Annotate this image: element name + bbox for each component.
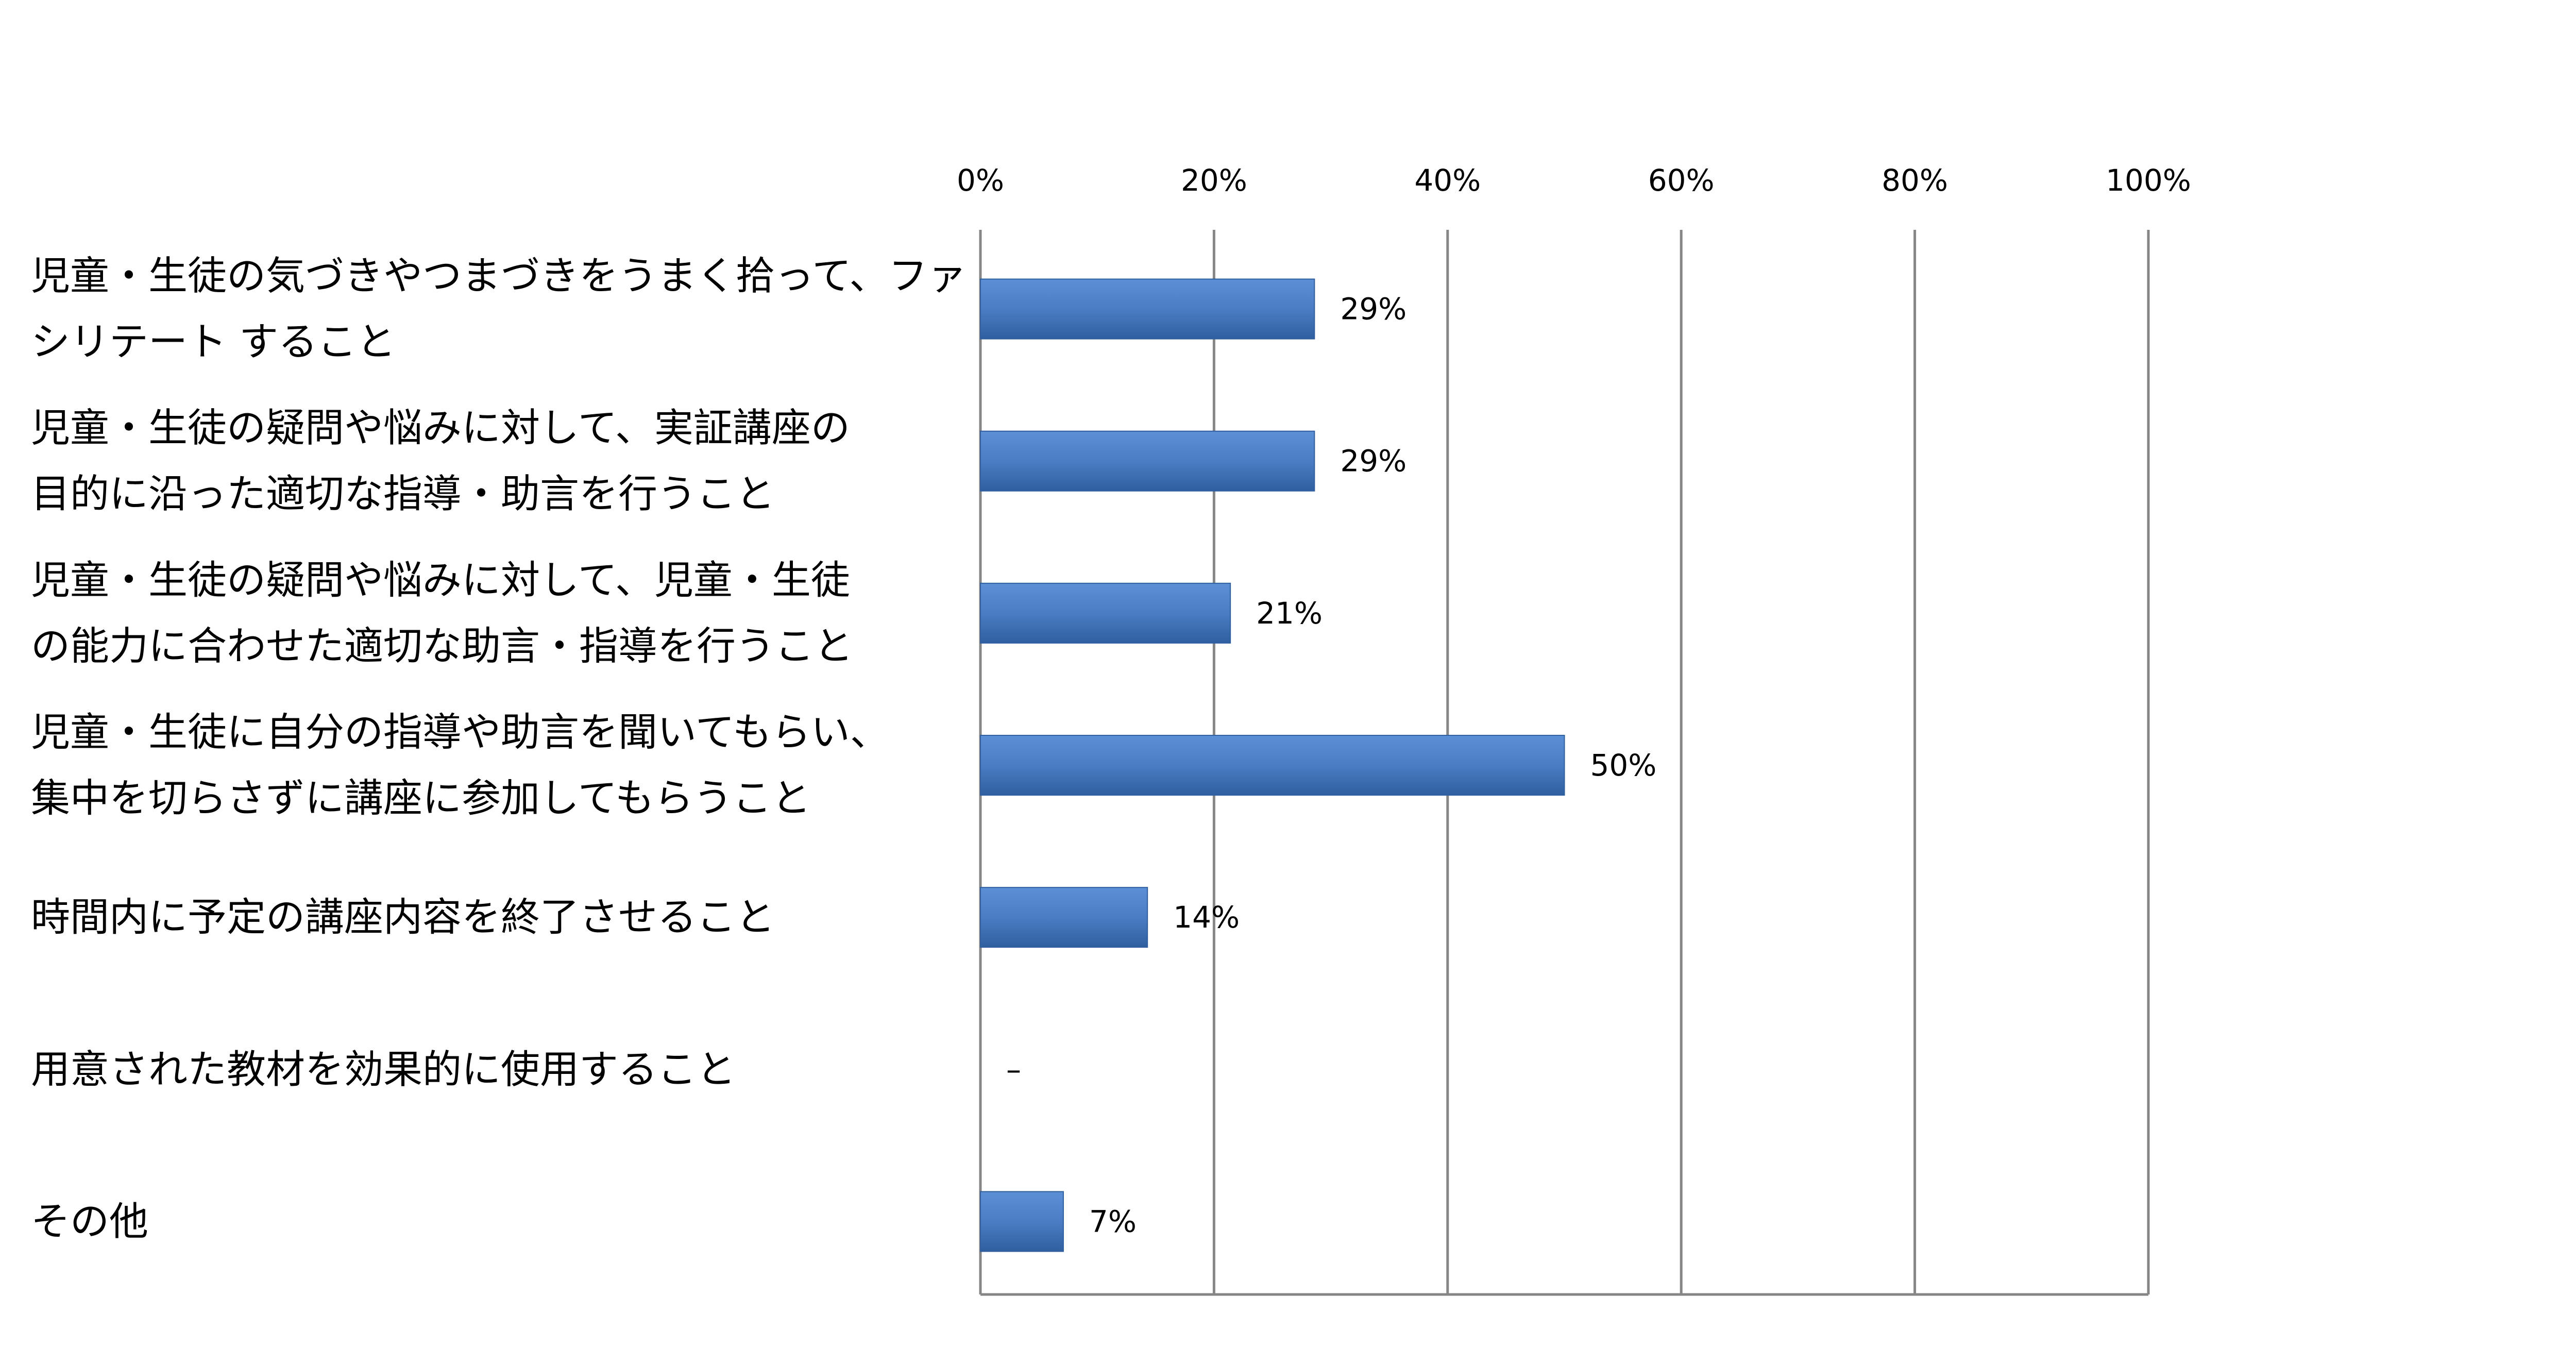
- bar: [980, 278, 1315, 340]
- category-label: その他: [31, 1198, 148, 1244]
- bar: [980, 582, 1231, 644]
- category-label-line: 用意された教材を効果的に使用すること: [31, 1046, 736, 1092]
- category-label-line: 児童・生徒の気づきやつまづきをうまく拾って、ファ: [31, 253, 967, 299]
- bar: [980, 735, 1565, 796]
- data-label: 14%: [1173, 900, 1240, 935]
- data-label: 50%: [1590, 748, 1657, 783]
- x-tick-label: 100%: [2106, 163, 2191, 198]
- category-label: 児童・生徒に自分の指導や助言を聞いてもらい、集中を切らさずに講座に参加してもらう…: [31, 709, 889, 821]
- category-label-line: 児童・生徒の疑問や悩みに対して、児童・生徒: [31, 557, 850, 603]
- category-label: 児童・生徒の疑問や悩みに対して、児童・生徒の能力に合わせた適切な助言・指導を行う…: [31, 557, 853, 669]
- category-label-line: の能力に合わせた適切な助言・指導を行うこと: [31, 623, 853, 669]
- category-label-line: 児童・生徒の疑問や悩みに対して、実証講座の: [31, 405, 850, 451]
- bar: [980, 1191, 1064, 1252]
- category-label-line: 目的に沿った適切な指導・助言を行うこと: [31, 471, 775, 517]
- grid-layer: [979, 230, 2150, 1296]
- category-label-layer: 児童・生徒の気づきやつまづきをうまく拾って、ファシリテート すること児童・生徒の…: [31, 253, 967, 1244]
- data-label: 21%: [1256, 596, 1323, 631]
- category-label: 児童・生徒の疑問や悩みに対して、実証講座の目的に沿った適切な指導・助言を行うこと: [31, 405, 850, 517]
- tick-layer: 0% 20% 40% 60% 80% 100%: [957, 163, 2191, 198]
- category-label-line: 時間内に予定の講座内容を終了させること: [31, 894, 775, 940]
- data-label-layer: 29% 29% 21% 50% 14% – 7%: [1006, 292, 1656, 1239]
- category-label-line: 集中を切らさずに講座に参加してもらうこと: [31, 775, 811, 821]
- category-label-line: 児童・生徒に自分の指導や助言を聞いてもらい、: [31, 709, 889, 755]
- x-tick-label: 80%: [1882, 163, 1948, 198]
- category-label: 児童・生徒の気づきやつまづきをうまく拾って、ファシリテート すること: [31, 253, 967, 365]
- category-label: 時間内に予定の講座内容を終了させること: [31, 894, 775, 940]
- data-label: 29%: [1340, 444, 1406, 479]
- x-tick-label: 60%: [1648, 163, 1715, 198]
- bar-layer: [980, 278, 1565, 1252]
- bar: [980, 887, 1148, 948]
- category-label: 用意された教材を効果的に使用すること: [31, 1046, 736, 1092]
- bar: [980, 430, 1315, 492]
- category-label-line: シリテート すること: [31, 319, 396, 365]
- x-tick-label: 20%: [1181, 163, 1247, 198]
- category-label-line: その他: [31, 1198, 148, 1244]
- data-label: 29%: [1340, 292, 1406, 327]
- data-label: –: [1006, 1052, 1021, 1087]
- x-tick-label: 40%: [1414, 163, 1481, 198]
- x-tick-label: 0%: [957, 163, 1004, 198]
- data-label: 7%: [1089, 1204, 1137, 1239]
